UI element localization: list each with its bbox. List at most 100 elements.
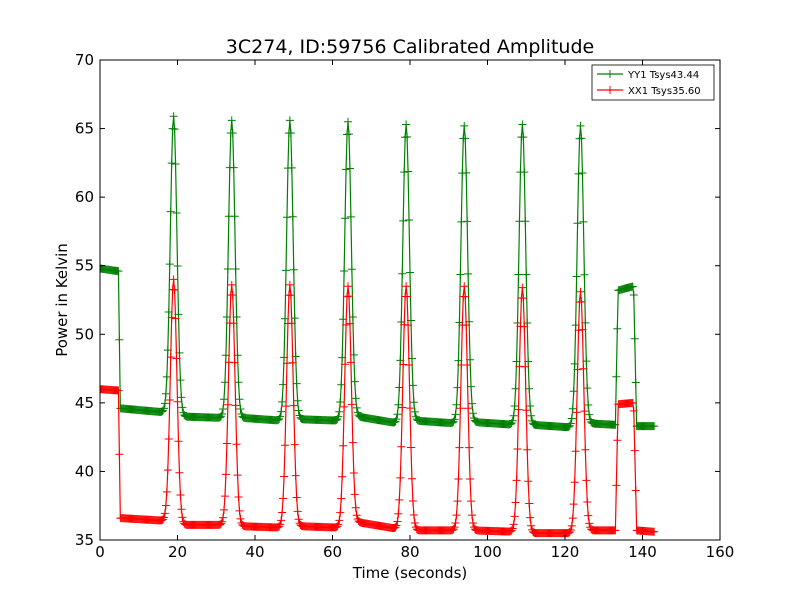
data-point-marker: [527, 521, 536, 530]
data-point-marker: [291, 471, 300, 480]
data-point-marker: [514, 405, 523, 414]
data-point-marker: [408, 381, 417, 390]
data-point-marker: [292, 379, 301, 388]
data-point-marker: [220, 505, 228, 514]
data-point-marker: [352, 403, 361, 412]
data-point-marker: [568, 404, 577, 413]
y-tick-label: 40: [75, 462, 94, 480]
data-point-marker: [468, 511, 476, 520]
data-point-marker: [584, 511, 593, 520]
data-point-marker: [450, 523, 459, 532]
data-point-marker: [402, 282, 411, 291]
data-point-marker: [161, 501, 170, 510]
y-tick-label: 35: [75, 531, 94, 549]
data-point-marker: [278, 397, 287, 406]
data-point-marker: [576, 121, 585, 130]
data-point-marker: [227, 116, 236, 125]
data-point-marker: [410, 407, 419, 416]
data-point-marker: [159, 513, 168, 522]
data-point-marker: [512, 476, 521, 485]
data-point-marker: [564, 422, 573, 431]
data-point-marker: [341, 360, 350, 369]
chart-title: 3C274, ID:59756 Calibrated Amplitude: [226, 36, 594, 58]
data-point-marker: [573, 219, 582, 228]
data-point-marker: [177, 505, 186, 514]
data-point-marker: [294, 406, 303, 415]
series-2: [100, 275, 659, 538]
data-point-marker: [526, 513, 535, 522]
data-point-marker: [579, 217, 588, 226]
legend-label: XX1 Tsys35.60: [628, 86, 701, 97]
data-point-marker: [223, 264, 232, 273]
data-point-marker: [234, 493, 243, 502]
data-point-marker: [227, 280, 236, 289]
data-point-marker: [219, 513, 228, 522]
data-point-marker: [167, 159, 176, 168]
data-point-marker: [571, 447, 580, 456]
data-point-marker: [509, 520, 518, 529]
data-point-marker: [163, 466, 172, 475]
data-point-marker: [217, 519, 226, 528]
data-point-marker: [235, 506, 244, 515]
data-point-marker: [566, 419, 575, 428]
data-point-marker: [511, 384, 520, 393]
data-point-marker: [630, 446, 639, 455]
data-point-marker: [631, 486, 640, 495]
data-point-marker: [173, 397, 182, 406]
data-point-marker: [332, 415, 341, 424]
data-point-marker: [346, 358, 355, 367]
data-point-marker: [518, 283, 527, 292]
data-point-marker: [612, 481, 621, 490]
data-point-marker: [341, 214, 350, 223]
data-point-marker: [169, 275, 178, 284]
data-point-marker: [171, 314, 180, 323]
data-point-marker: [574, 169, 583, 178]
data-point-marker: [176, 376, 185, 385]
data-point-marker: [173, 262, 182, 271]
data-point-marker: [393, 517, 402, 526]
data-point-marker: [577, 134, 586, 143]
data-point-marker: [525, 499, 534, 508]
data-point-marker: [573, 365, 582, 374]
data-point-marker: [351, 503, 360, 512]
data-point-marker: [166, 353, 175, 362]
data-point-marker: [513, 445, 522, 454]
data-point-marker: [236, 404, 245, 413]
data-point-marker: [523, 445, 532, 454]
data-point-marker: [578, 169, 587, 178]
data-point-marker: [463, 217, 472, 226]
data-point-marker: [568, 514, 577, 523]
data-point-marker: [453, 497, 462, 506]
x-axis: 0 20 40 60 80 100 120 140 160: [95, 60, 734, 561]
data-point-marker: [566, 525, 575, 534]
data-point-marker: [286, 291, 295, 300]
data-point-marker: [279, 380, 288, 389]
data-point-marker: [584, 401, 593, 410]
data-point-marker: [565, 527, 574, 536]
data-point-marker: [344, 130, 353, 139]
data-point-marker: [162, 372, 171, 381]
data-point-marker: [234, 378, 243, 387]
data-point-marker: [393, 410, 402, 419]
data-point-marker: [158, 515, 167, 524]
data-point-marker: [218, 517, 227, 526]
y-tick-label: 60: [75, 188, 94, 206]
data-point-marker: [613, 324, 622, 333]
data-point-marker: [285, 280, 294, 289]
data-point-marker: [344, 117, 352, 126]
data-point-marker: [460, 282, 469, 291]
data-point-marker: [461, 292, 470, 301]
data-point-marker: [342, 165, 351, 174]
data-point-marker: [451, 519, 460, 528]
data-point-marker: [164, 435, 173, 444]
data-point-marker: [293, 507, 302, 516]
x-tick-label: 20: [168, 543, 187, 561]
data-point-marker: [289, 265, 298, 274]
data-point-marker: [220, 378, 229, 387]
data-point-marker: [398, 403, 407, 412]
data-point-marker: [346, 212, 355, 221]
data-point-marker: [392, 521, 401, 530]
data-point-marker: [404, 321, 413, 330]
data-point-marker: [336, 508, 345, 517]
data-point-marker: [511, 498, 520, 507]
